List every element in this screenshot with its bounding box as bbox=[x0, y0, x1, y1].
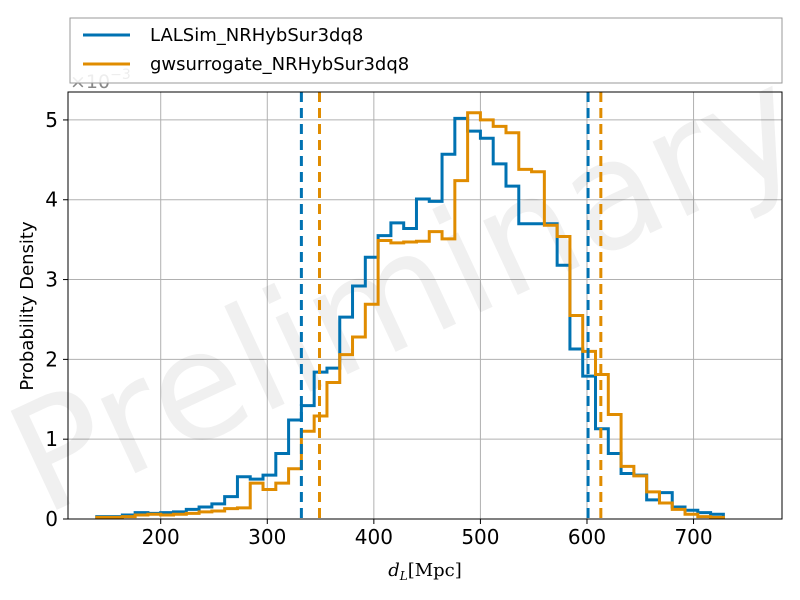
legend-label-gwsurrogate: gwsurrogate_NRHybSur3dq8 bbox=[150, 54, 409, 75]
series-layer bbox=[95, 111, 725, 519]
x-tick-label: 500 bbox=[461, 525, 499, 549]
y-tick-label: 1 bbox=[45, 427, 58, 451]
x-axis-label-main: d bbox=[388, 560, 400, 581]
x-axis-label-sub: L bbox=[399, 569, 408, 583]
x-tick-label: 700 bbox=[674, 525, 712, 549]
histogram-step-gwsurrogate bbox=[95, 111, 725, 519]
y-tick-label: 0 bbox=[45, 507, 58, 531]
y-tick-label: 2 bbox=[45, 347, 58, 371]
histogram-step-lalsim bbox=[95, 116, 725, 519]
y-tick-label: 4 bbox=[45, 188, 58, 212]
x-tick-label: 400 bbox=[355, 525, 393, 549]
legend: LALSim_NRHybSur3dq8 gwsurrogate_NRHybSur… bbox=[69, 17, 783, 84]
y-axis-label: Probability Density bbox=[17, 221, 38, 391]
x-tick-label: 300 bbox=[248, 525, 286, 549]
credible-interval-layer bbox=[299, 92, 603, 519]
legend-label-lalsim: LALSim_NRHybSur3dq8 bbox=[150, 25, 363, 46]
legend-box bbox=[69, 17, 783, 84]
x-axis-label-unit: [Mpc] bbox=[408, 560, 462, 581]
y-tick-label: 3 bbox=[45, 268, 58, 292]
axes-frame bbox=[67, 91, 783, 520]
y-tick-label: 5 bbox=[45, 108, 58, 132]
ticks-layer: 200 300 400 500 600 700 0 1 2 3 4 5 bbox=[45, 108, 712, 549]
x-axis-label: dL[Mpc] bbox=[388, 560, 462, 583]
preliminary-watermark: Preliminary bbox=[0, 33, 800, 549]
x-tick-label: 600 bbox=[568, 525, 606, 549]
x-tick-label: 200 bbox=[142, 525, 180, 549]
